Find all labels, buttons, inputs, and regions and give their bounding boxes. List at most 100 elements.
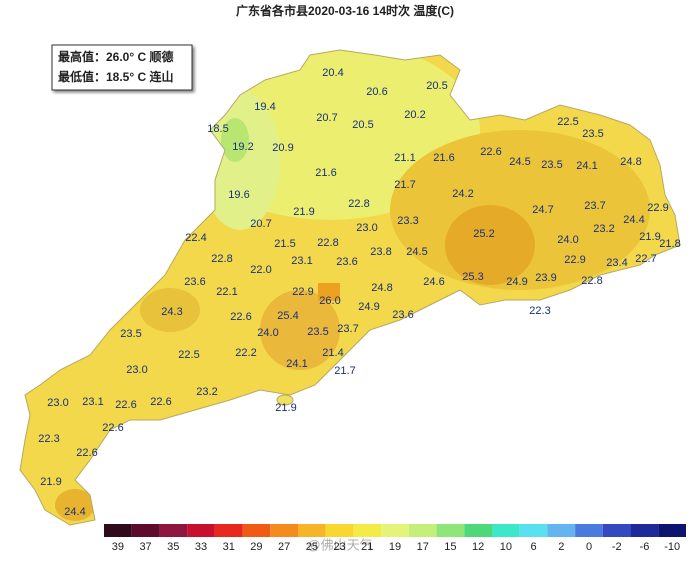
station-temp: 21.8 [659, 238, 680, 250]
legend-cell [325, 524, 354, 537]
legend-cell [298, 524, 326, 537]
legend-label: 21 [361, 541, 373, 553]
station-temp: 24.6 [423, 276, 444, 288]
legend-label: 27 [278, 541, 290, 553]
station-temp: 23.6 [184, 276, 205, 288]
station-temp: 24.9 [358, 301, 379, 313]
legend-cell [436, 524, 465, 537]
station-temp: 24.3 [161, 306, 182, 318]
legend-label: 12 [472, 541, 484, 553]
legend-cell [408, 524, 437, 537]
legend-label: -6 [640, 541, 650, 553]
station-temp: 22.6 [76, 447, 97, 459]
legend-cell [575, 524, 603, 537]
province-border [19, 49, 681, 526]
station-temp: 22.9 [647, 202, 668, 214]
legend-cell [464, 524, 492, 537]
station-temp: 21.7 [394, 179, 415, 191]
legend-label: 23 [333, 541, 345, 553]
legend-label: 31 [223, 541, 235, 553]
station-temp: 20.6 [366, 86, 387, 98]
legend-cell [381, 524, 409, 537]
station-temp: 23.5 [541, 159, 562, 171]
legend-label: 19 [389, 541, 401, 553]
station-temp: 24.5 [406, 246, 427, 258]
station-temp: 22.6 [230, 311, 251, 323]
legend-cell [547, 524, 576, 537]
station-temp: 20.7 [250, 218, 271, 230]
legend-label: 17 [417, 541, 429, 553]
legend-cell [602, 524, 631, 537]
station-temp: 23.7 [337, 323, 358, 335]
station-temp: 22.5 [178, 349, 199, 361]
legend-cell [519, 524, 548, 537]
legend-label: 10 [500, 541, 512, 553]
station-temp: 21.9 [293, 206, 314, 218]
station-temp: 24.8 [620, 156, 641, 168]
station-temp: 22.6 [150, 396, 171, 408]
station-temp: 22.8 [348, 198, 369, 210]
info-box [51, 44, 193, 91]
legend-label: 2 [558, 541, 564, 553]
station-temp: 23.1 [82, 396, 103, 408]
station-temp: 21.6 [315, 167, 336, 179]
station-temp: 23.4 [606, 257, 627, 269]
station-temp: 22.6 [480, 146, 501, 158]
province [20, 50, 680, 525]
station-temp: 20.2 [404, 109, 425, 121]
station-temp: 24.7 [532, 204, 553, 216]
station-temp: 21.9 [275, 402, 296, 414]
station-temp: 19.6 [228, 189, 249, 201]
station-temp: 22.3 [529, 305, 550, 317]
station-temp: 24.1 [576, 160, 597, 172]
station-temp: 18.5 [207, 123, 228, 135]
station-temp: 21.6 [433, 152, 454, 164]
station-temp: 26.0 [319, 295, 340, 307]
legend-cell [658, 524, 686, 537]
station-temp: 22.3 [38, 433, 59, 445]
station-temp: 22.6 [102, 422, 123, 434]
station-temp: 21.5 [274, 238, 295, 250]
station-temp: 23.0 [47, 397, 68, 409]
legend-label: 25 [306, 541, 318, 553]
station-temp: 21.4 [322, 347, 343, 359]
legend-label: 0 [586, 541, 592, 553]
station-temp: 25.3 [462, 271, 483, 283]
legend-cell [353, 524, 382, 537]
max-info: 最高值：26.0° C 顺德 [58, 49, 174, 64]
legend-cell [270, 524, 298, 537]
station-temp: 23.0 [356, 222, 377, 234]
legend-cell [159, 524, 188, 537]
station-temp: 20.5 [352, 119, 373, 131]
station-temp: 24.8 [371, 282, 392, 294]
station-temp: 22.8 [211, 253, 232, 265]
station-temp: 23.2 [593, 223, 614, 235]
legend-cell [242, 524, 271, 537]
watermark: @佛山天气 [307, 537, 372, 552]
station-temp: 22.6 [115, 399, 136, 411]
min-info: 最低值：18.5° C 连山 [58, 69, 174, 84]
legend-cell [214, 524, 243, 537]
station-temp: 20.9 [272, 142, 293, 154]
legend-cell [131, 524, 160, 537]
station-temp: 20.7 [316, 112, 337, 124]
station-temp: 21.9 [639, 231, 660, 243]
station-temp: 23.5 [307, 326, 328, 338]
station-temp: 22.7 [635, 253, 656, 265]
station-temp: 24.0 [257, 327, 278, 339]
legend-label: 29 [250, 541, 262, 553]
station-temp: 19.2 [232, 141, 253, 153]
station-temp: 20.4 [322, 67, 343, 79]
station-temp: 23.3 [397, 215, 418, 227]
legend-label: -10 [664, 541, 680, 553]
station-temp: 24.9 [506, 276, 527, 288]
legend-cell [104, 524, 132, 537]
legend-cell [492, 524, 520, 537]
station-temp: 22.0 [250, 264, 271, 276]
station-temp: 22.8 [317, 237, 338, 249]
station-temp: 22.1 [216, 286, 237, 298]
legend-label: 39 [112, 541, 124, 553]
station-temp: 22.5 [557, 116, 578, 128]
legend-label: 35 [167, 541, 179, 553]
station-temp: 21.1 [394, 152, 415, 164]
